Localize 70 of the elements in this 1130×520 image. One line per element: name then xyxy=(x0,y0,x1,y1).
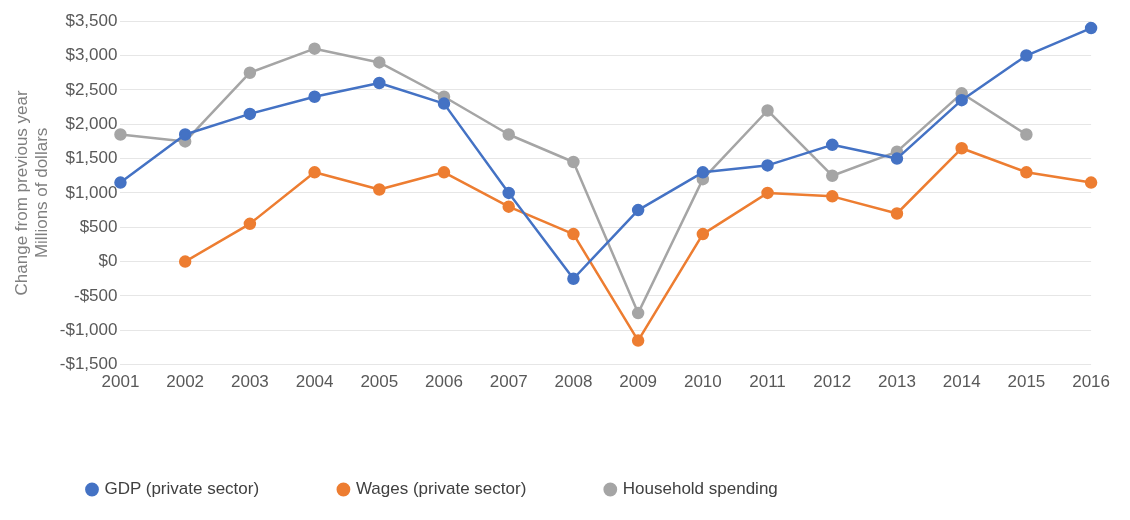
point xyxy=(567,227,580,241)
point xyxy=(631,203,645,217)
x-tick-label: 2009 xyxy=(619,372,658,392)
point xyxy=(373,76,386,90)
point xyxy=(567,272,580,285)
x-tick-label: 2016 xyxy=(1072,372,1110,392)
y-tick-label: $0 xyxy=(98,251,118,271)
point xyxy=(308,42,321,55)
point xyxy=(631,306,645,320)
point xyxy=(1084,21,1098,35)
point xyxy=(696,166,710,179)
y-tick-label: $2,500 xyxy=(65,79,118,99)
x-tick-label: 2008 xyxy=(554,372,593,392)
point xyxy=(890,152,904,165)
x-tick-label: 2012 xyxy=(813,372,852,392)
point xyxy=(308,166,321,179)
x-tick-label: 2003 xyxy=(230,372,269,392)
point xyxy=(437,166,451,179)
point xyxy=(243,66,257,79)
y-tick-label: -$1,000 xyxy=(59,319,118,339)
y-tick-label: $1,000 xyxy=(65,182,118,202)
point xyxy=(243,217,257,231)
y-tick-label: $1,500 xyxy=(65,148,118,168)
point xyxy=(373,56,386,69)
x-tick-label: 2006 xyxy=(425,372,463,392)
y-tick-label: $3,000 xyxy=(65,45,118,65)
x-tick-label: 2002 xyxy=(166,372,205,392)
point xyxy=(826,190,839,203)
y-tick-label: $2,000 xyxy=(65,113,118,133)
y-tick-label: $3,500 xyxy=(65,10,118,30)
point xyxy=(373,183,386,196)
x-tick-label: 2004 xyxy=(295,372,334,392)
y-tick-label: -$1,500 xyxy=(59,354,118,374)
point xyxy=(1020,166,1033,179)
x-tick-label: 2014 xyxy=(942,372,981,392)
point xyxy=(1020,49,1033,62)
legend-label: GDP (private sector) xyxy=(104,479,260,499)
point xyxy=(178,128,192,141)
x-tick-label: 2013 xyxy=(878,372,916,392)
point xyxy=(567,155,580,169)
y-axis-title: Change from previous year Millions of dollars xyxy=(11,90,52,296)
point xyxy=(308,90,321,103)
legend-label: Household spending xyxy=(622,479,778,499)
point xyxy=(826,138,839,152)
point xyxy=(761,104,774,117)
x-tick-label: 2011 xyxy=(749,372,786,392)
point xyxy=(955,142,968,155)
point xyxy=(761,186,774,200)
point xyxy=(1020,128,1033,141)
point xyxy=(826,169,839,182)
point xyxy=(243,107,257,121)
point xyxy=(437,97,451,110)
point xyxy=(502,186,515,200)
x-tick-label: 2015 xyxy=(1007,372,1046,392)
point xyxy=(890,207,904,220)
point xyxy=(502,128,515,141)
x-tick-label: 2001 xyxy=(101,372,140,392)
y-tick-label: $500 xyxy=(79,216,118,236)
point xyxy=(761,159,774,172)
point xyxy=(1084,176,1098,189)
point xyxy=(502,200,515,213)
point xyxy=(178,255,192,268)
point xyxy=(955,93,968,107)
x-tick-label: 2007 xyxy=(489,372,528,392)
x-tick-label: 2005 xyxy=(360,372,399,392)
y-tick-label: -$500 xyxy=(73,285,118,305)
point xyxy=(631,334,645,347)
x-tick-label: 2010 xyxy=(683,372,722,392)
legend-label: Wages (private sector) xyxy=(355,479,527,499)
point xyxy=(696,227,710,241)
